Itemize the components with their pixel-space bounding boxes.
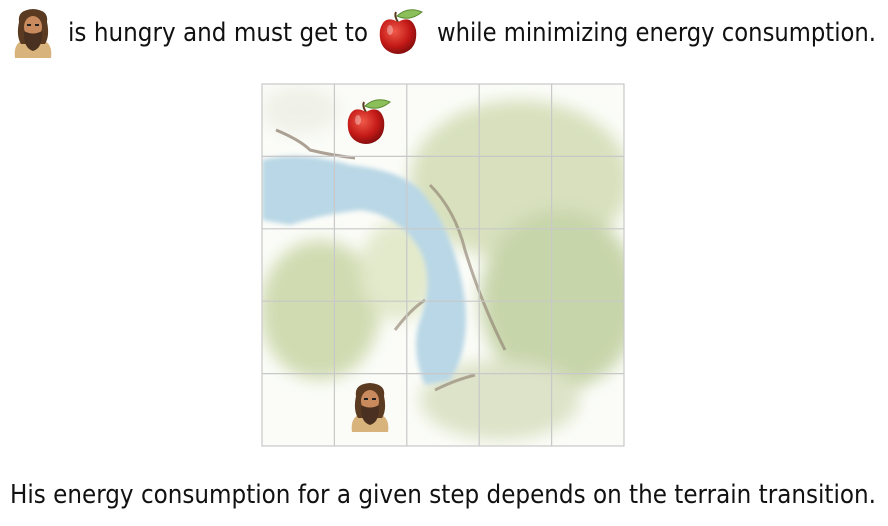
header-text: while minimizing energy consumption. [437, 18, 876, 48]
terrain-map [262, 84, 624, 446]
caveman-icon [14, 9, 52, 58]
footer-text: His energy consumption for a given step … [10, 480, 876, 510]
apple-icon [378, 8, 423, 55]
grid [261, 83, 625, 447]
caveman-agent [351, 383, 389, 432]
header-text: is hungry and must get to [68, 18, 368, 48]
